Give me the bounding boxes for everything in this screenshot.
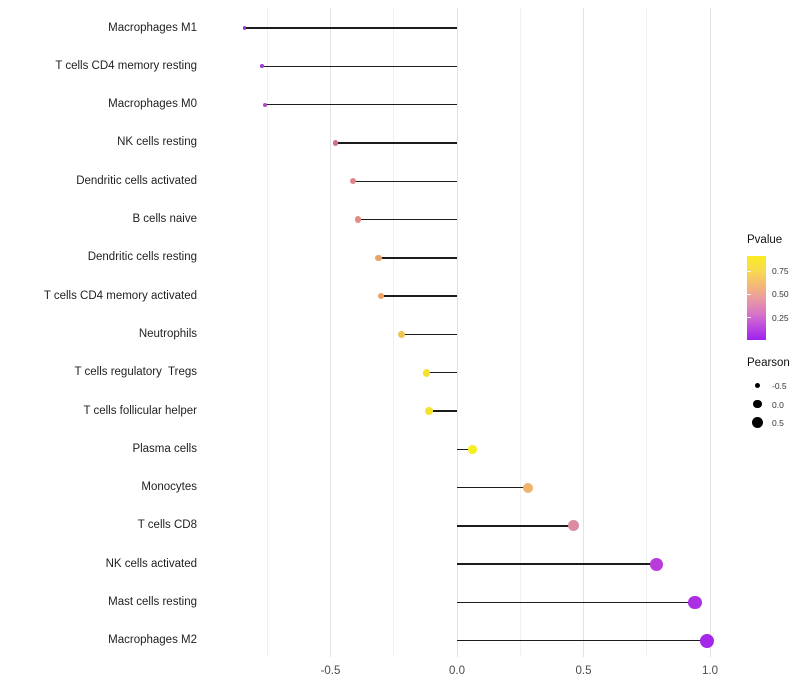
x-axis-tick-label: -0.5 bbox=[320, 665, 341, 677]
gridline-minor bbox=[646, 8, 648, 657]
lollipop-stem bbox=[457, 486, 528, 489]
pearson-legend-title: Pearson bbox=[747, 357, 790, 369]
y-axis-label: T cells CD4 memory resting bbox=[55, 59, 197, 72]
lollipop-dot bbox=[262, 102, 267, 107]
y-axis-label: Monocytes bbox=[141, 481, 197, 494]
gridline-major bbox=[456, 8, 458, 657]
pearson-legend-label: 0.5 bbox=[772, 418, 784, 428]
pearson-legend-label: 0.0 bbox=[772, 399, 784, 410]
gridline-major bbox=[709, 8, 711, 657]
lollipop-dot bbox=[332, 140, 339, 146]
y-axis-label: T cells follicular helper bbox=[83, 404, 197, 417]
lollipop-stem bbox=[244, 27, 457, 29]
x-axis-tick-label: 1.0 bbox=[702, 665, 718, 677]
pearson-legend-dot bbox=[751, 416, 764, 429]
lollipop-dot bbox=[355, 216, 362, 223]
y-axis-label: Neutrophils bbox=[138, 327, 197, 340]
y-axis-label: NK cells resting bbox=[117, 136, 197, 149]
lollipop-stem bbox=[457, 448, 473, 450]
lollipop-stem bbox=[429, 410, 457, 412]
pearson-legend-dot bbox=[753, 399, 762, 409]
pvalue-tick-label: 0.50 bbox=[772, 289, 789, 300]
y-axis-label: Macrophages M0 bbox=[108, 98, 197, 111]
y-axis-label: Plasma cells bbox=[132, 442, 197, 455]
lollipop-stem bbox=[426, 372, 457, 374]
y-axis-label: Dendritic cells resting bbox=[87, 251, 197, 264]
lollipop-stem bbox=[457, 563, 657, 565]
lollipop-dot bbox=[377, 292, 385, 300]
y-axis-label: B cells naive bbox=[132, 213, 197, 226]
y-axis-label: NK cells activated bbox=[105, 557, 197, 570]
y-axis-label: Dendritic cells activated bbox=[76, 174, 197, 187]
lollipop-dot bbox=[260, 64, 265, 69]
y-axis-label: T cells CD8 bbox=[137, 519, 197, 532]
pvalue-legend-title: Pvalue bbox=[747, 234, 783, 246]
gridline-minor bbox=[266, 8, 268, 657]
lollipop-dot bbox=[397, 330, 405, 338]
lollipop-dot bbox=[700, 633, 715, 648]
y-axis-label: T cells regulatory Tregs bbox=[74, 366, 197, 379]
lollipop-dot bbox=[422, 368, 431, 377]
lollipop-stem bbox=[262, 65, 457, 68]
pvalue-tick-mark bbox=[747, 293, 751, 295]
pearson-legend-label: -0.5 bbox=[772, 381, 787, 391]
gridline-minor bbox=[519, 8, 521, 657]
pvalue-tick-label: 0.25 bbox=[772, 312, 789, 323]
pvalue-gradient-bar bbox=[747, 256, 766, 340]
lollipop-dot bbox=[242, 26, 247, 30]
lollipop-stem bbox=[358, 218, 457, 221]
x-axis-tick-label: 0.5 bbox=[575, 665, 592, 677]
y-axis-label: Macrophages M1 bbox=[108, 21, 197, 34]
pvalue-tick-label: 0.75 bbox=[772, 266, 789, 277]
y-axis-label: Macrophages M2 bbox=[108, 634, 197, 647]
lollipop-stem bbox=[457, 640, 708, 642]
lollipop-stem bbox=[264, 103, 457, 106]
lollipop-dot bbox=[522, 482, 533, 493]
lollipop-stem bbox=[335, 142, 457, 144]
pearson-legend-dot bbox=[754, 382, 761, 389]
pvalue-tick-mark bbox=[747, 317, 751, 319]
gridline-minor bbox=[393, 8, 395, 657]
pvalue-tick-mark bbox=[747, 270, 751, 272]
lollipop-stem bbox=[457, 525, 574, 527]
lollipop-dot bbox=[567, 520, 579, 532]
lollipop-stem bbox=[378, 257, 457, 259]
lollipop-dot bbox=[375, 254, 382, 262]
lollipop-dot bbox=[650, 557, 664, 571]
lollipop-stem bbox=[457, 601, 695, 604]
gridline-major bbox=[330, 8, 331, 657]
x-axis-tick-label: 0.0 bbox=[449, 665, 465, 677]
lollipop-stem bbox=[381, 295, 457, 297]
lollipop-stem bbox=[353, 180, 457, 182]
lollipop-dot bbox=[467, 444, 477, 454]
lollipop-dot bbox=[687, 595, 702, 610]
y-axis-label: T cells CD4 memory activated bbox=[43, 289, 197, 302]
lollipop-dot bbox=[425, 407, 434, 415]
lollipop-stem bbox=[401, 333, 457, 336]
gridline-major bbox=[583, 8, 584, 657]
y-axis-label: Mast cells resting bbox=[108, 595, 197, 608]
lollipop-dot bbox=[350, 178, 357, 185]
